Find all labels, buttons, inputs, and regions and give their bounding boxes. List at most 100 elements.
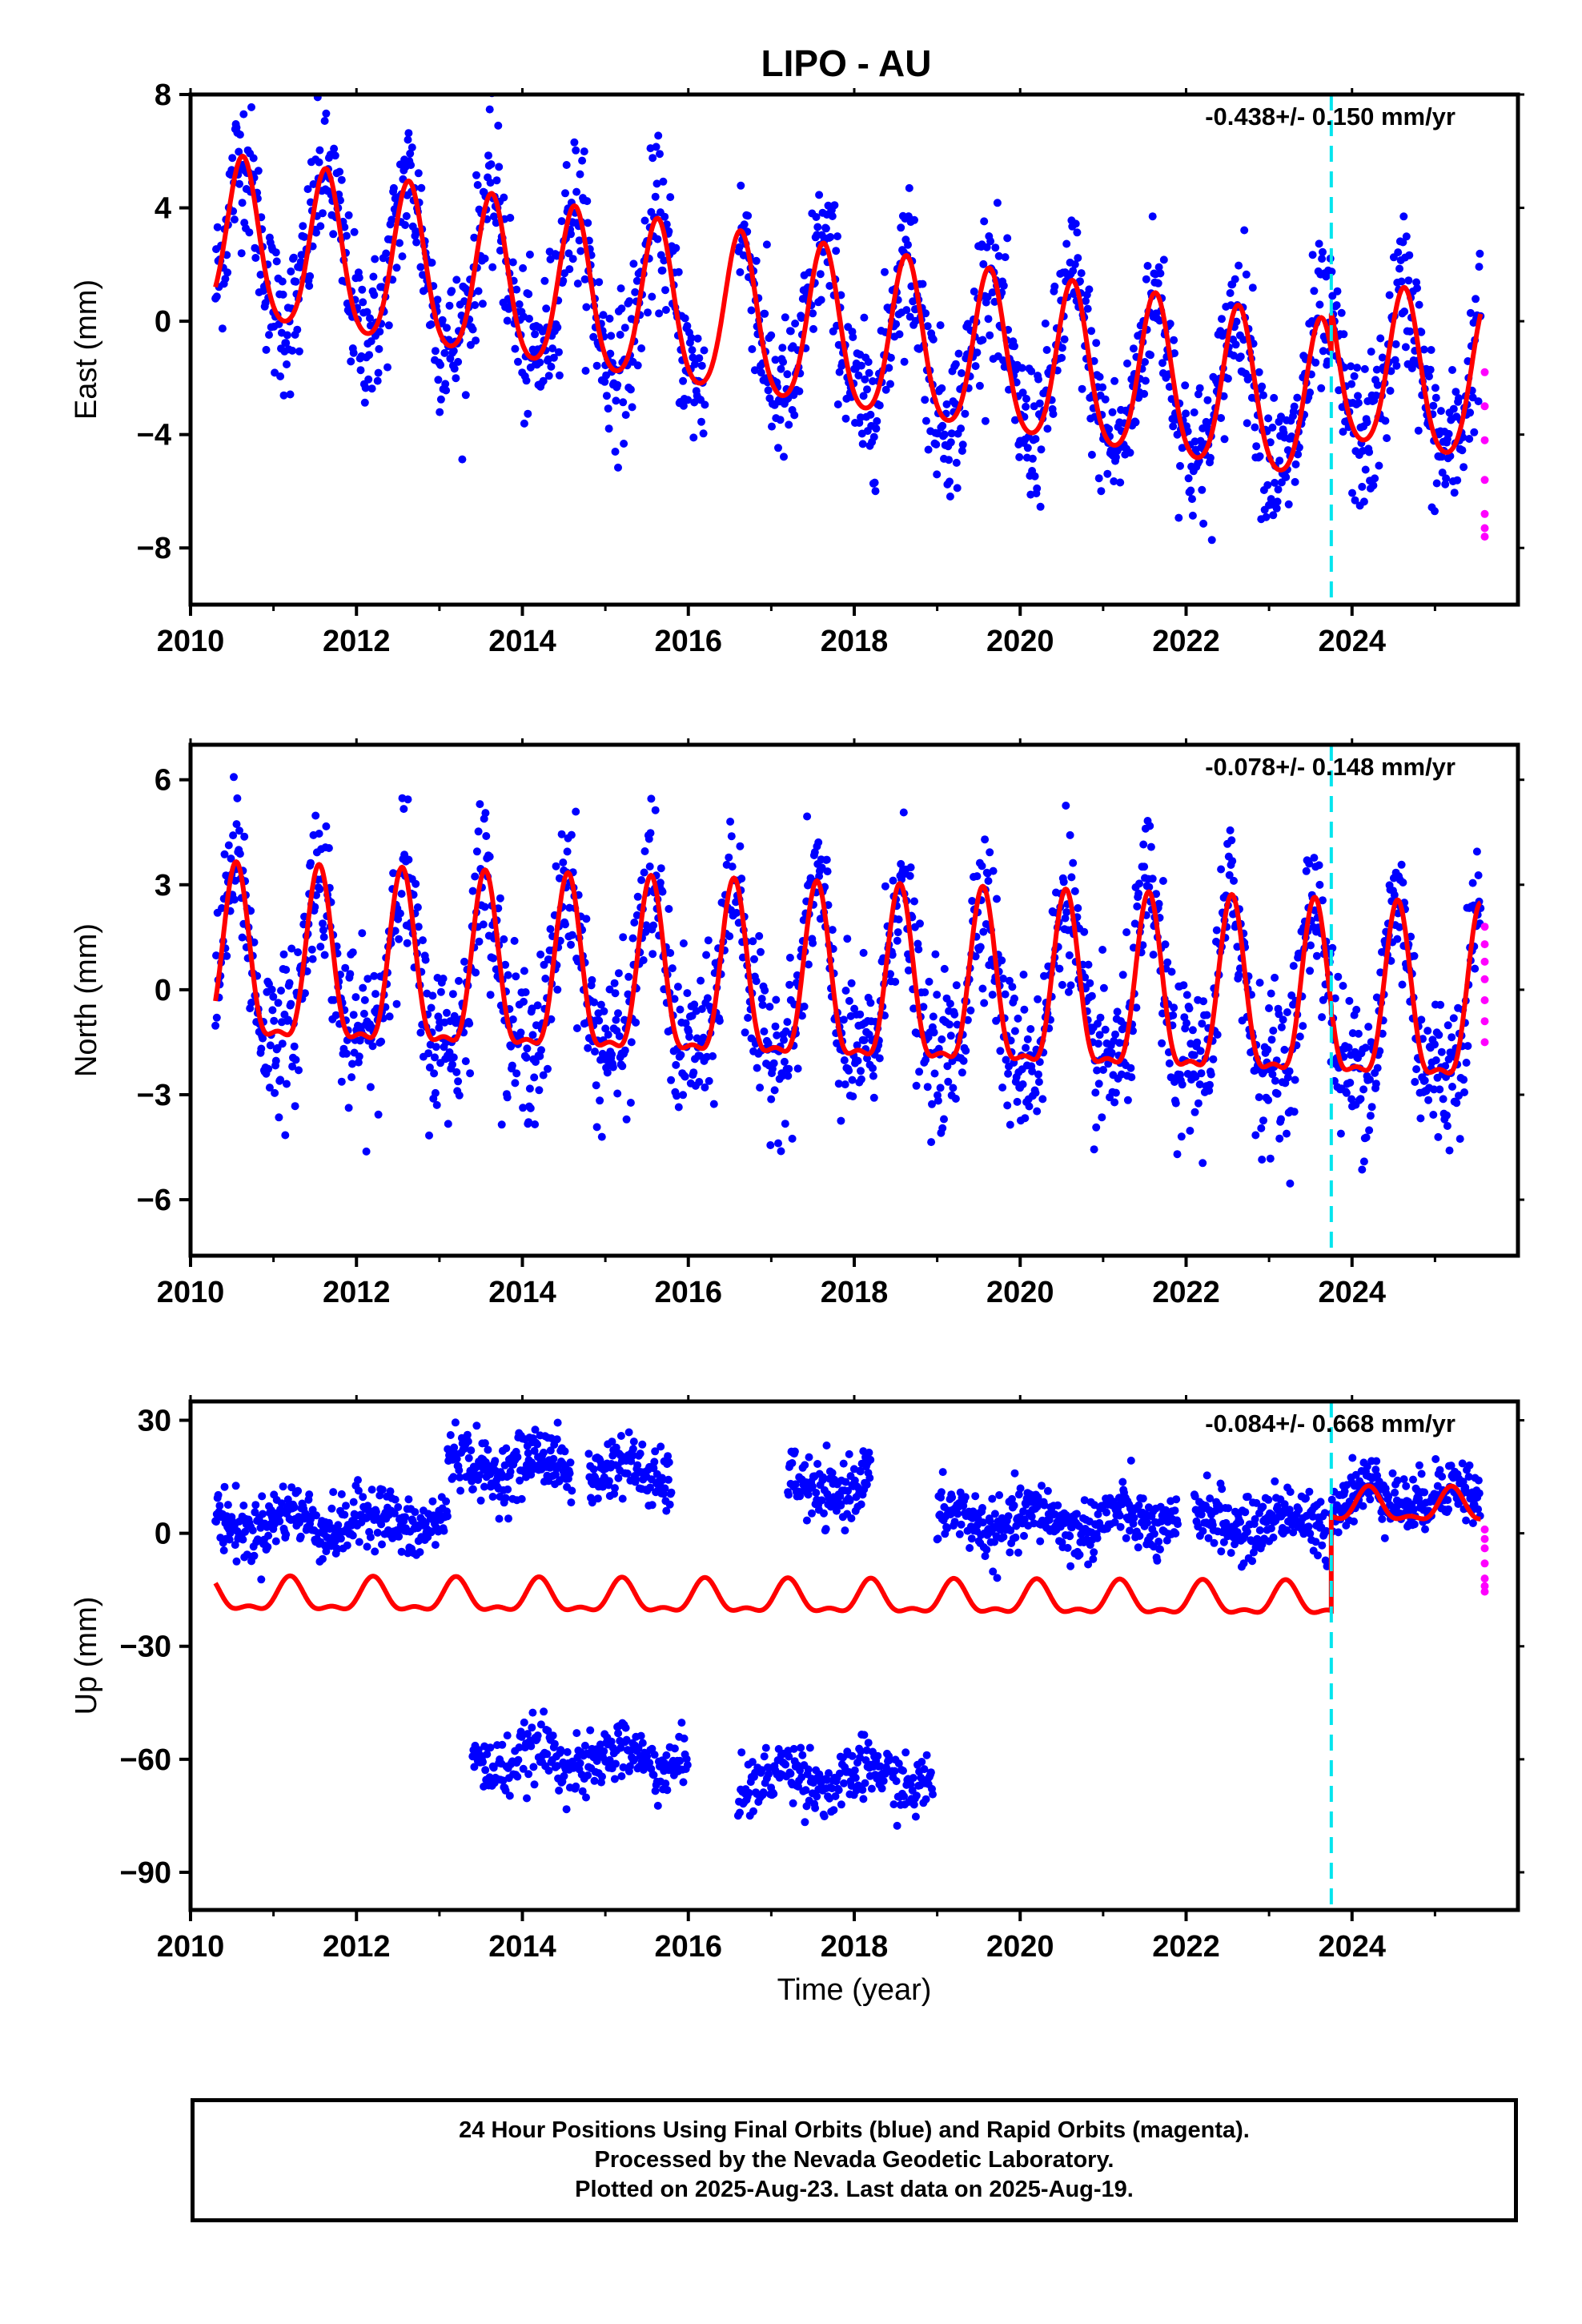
data-point bbox=[224, 841, 233, 850]
data-point bbox=[1134, 1543, 1142, 1552]
data-point bbox=[557, 830, 566, 838]
data-point bbox=[735, 243, 744, 251]
data-point bbox=[1074, 254, 1082, 263]
data-point bbox=[632, 911, 641, 919]
data-point bbox=[1413, 283, 1421, 292]
data-point bbox=[1230, 876, 1238, 885]
data-point bbox=[1282, 472, 1291, 481]
data-point bbox=[646, 829, 655, 838]
data-point bbox=[254, 167, 263, 175]
data-point bbox=[764, 386, 773, 395]
data-point bbox=[773, 1031, 781, 1039]
data-point bbox=[468, 1485, 477, 1494]
data-point bbox=[354, 1058, 363, 1067]
data-point bbox=[1417, 1015, 1426, 1024]
data-point bbox=[378, 1540, 386, 1549]
data-point bbox=[1130, 1514, 1138, 1522]
data-point bbox=[1019, 971, 1028, 979]
data-point bbox=[1287, 991, 1296, 999]
data-point bbox=[1347, 380, 1356, 388]
data-point bbox=[461, 1057, 470, 1066]
data-point bbox=[1460, 1076, 1468, 1084]
data-point bbox=[661, 306, 670, 314]
data-point bbox=[279, 290, 287, 299]
data-point bbox=[621, 411, 630, 420]
data-point bbox=[1354, 1029, 1363, 1038]
data-point bbox=[781, 1120, 789, 1128]
data-point bbox=[859, 948, 868, 957]
data-point bbox=[382, 249, 391, 258]
data-point bbox=[624, 1428, 633, 1437]
data-point bbox=[1243, 1527, 1251, 1536]
data-point bbox=[973, 348, 982, 357]
data-point bbox=[248, 1526, 257, 1534]
data-point bbox=[921, 309, 930, 318]
data-point bbox=[619, 933, 628, 942]
data-point bbox=[336, 196, 344, 205]
data-point bbox=[1431, 1040, 1439, 1049]
data-point bbox=[537, 1046, 545, 1055]
data-point bbox=[1340, 1487, 1349, 1496]
data-point bbox=[276, 1076, 285, 1084]
data-point bbox=[1188, 1026, 1197, 1035]
data-point bbox=[262, 345, 271, 354]
data-point bbox=[452, 1454, 461, 1463]
data-point bbox=[1084, 960, 1093, 969]
data-point bbox=[1361, 465, 1370, 474]
data-point bbox=[1331, 994, 1339, 1003]
x-tick-label: 2016 bbox=[654, 1276, 722, 1309]
data-point bbox=[1431, 507, 1439, 516]
data-point bbox=[1170, 349, 1178, 358]
data-point bbox=[1016, 1484, 1025, 1493]
data-point bbox=[839, 1459, 848, 1468]
data-point bbox=[1291, 1076, 1299, 1084]
data-point bbox=[389, 869, 398, 878]
data-point bbox=[414, 169, 423, 178]
data-point bbox=[845, 1449, 853, 1458]
data-point bbox=[448, 990, 457, 999]
data-point bbox=[1033, 484, 1042, 493]
data-point bbox=[416, 1028, 425, 1037]
data-point bbox=[1148, 212, 1157, 221]
data-point bbox=[979, 259, 988, 268]
data-point bbox=[508, 1061, 516, 1070]
data-point bbox=[1310, 287, 1319, 296]
data-point bbox=[853, 1041, 861, 1050]
data-point bbox=[274, 999, 283, 1007]
data-point bbox=[315, 158, 323, 167]
data-point bbox=[611, 448, 620, 456]
data-point bbox=[923, 1083, 932, 1092]
data-point bbox=[861, 375, 869, 384]
data-point bbox=[777, 364, 785, 373]
data-point bbox=[845, 1496, 854, 1505]
data-point bbox=[276, 372, 285, 380]
data-point bbox=[278, 277, 287, 286]
data-point bbox=[905, 871, 914, 880]
data-point bbox=[449, 347, 458, 356]
data-point bbox=[570, 138, 579, 147]
data-point bbox=[1199, 997, 1208, 1006]
data-point bbox=[367, 337, 375, 346]
data-point bbox=[640, 868, 648, 877]
data-point bbox=[776, 416, 785, 424]
data-point bbox=[1273, 497, 1282, 506]
data-point bbox=[440, 1526, 448, 1535]
data-point bbox=[1199, 519, 1208, 528]
data-point bbox=[1116, 1522, 1125, 1531]
data-point bbox=[390, 1509, 399, 1518]
data-point bbox=[845, 996, 853, 1005]
data-point bbox=[596, 1000, 605, 1009]
data-point bbox=[1134, 889, 1143, 898]
data-point bbox=[847, 1514, 856, 1522]
data-point bbox=[1322, 272, 1331, 281]
x-tick-label: 2024 bbox=[1318, 1276, 1386, 1309]
data-point bbox=[783, 1018, 792, 1027]
data-point bbox=[857, 1067, 865, 1076]
data-point bbox=[613, 380, 622, 389]
data-point bbox=[1097, 487, 1106, 496]
data-point bbox=[1182, 1019, 1191, 1027]
data-point bbox=[980, 217, 989, 226]
data-point bbox=[500, 1461, 509, 1470]
data-point bbox=[825, 282, 834, 290]
